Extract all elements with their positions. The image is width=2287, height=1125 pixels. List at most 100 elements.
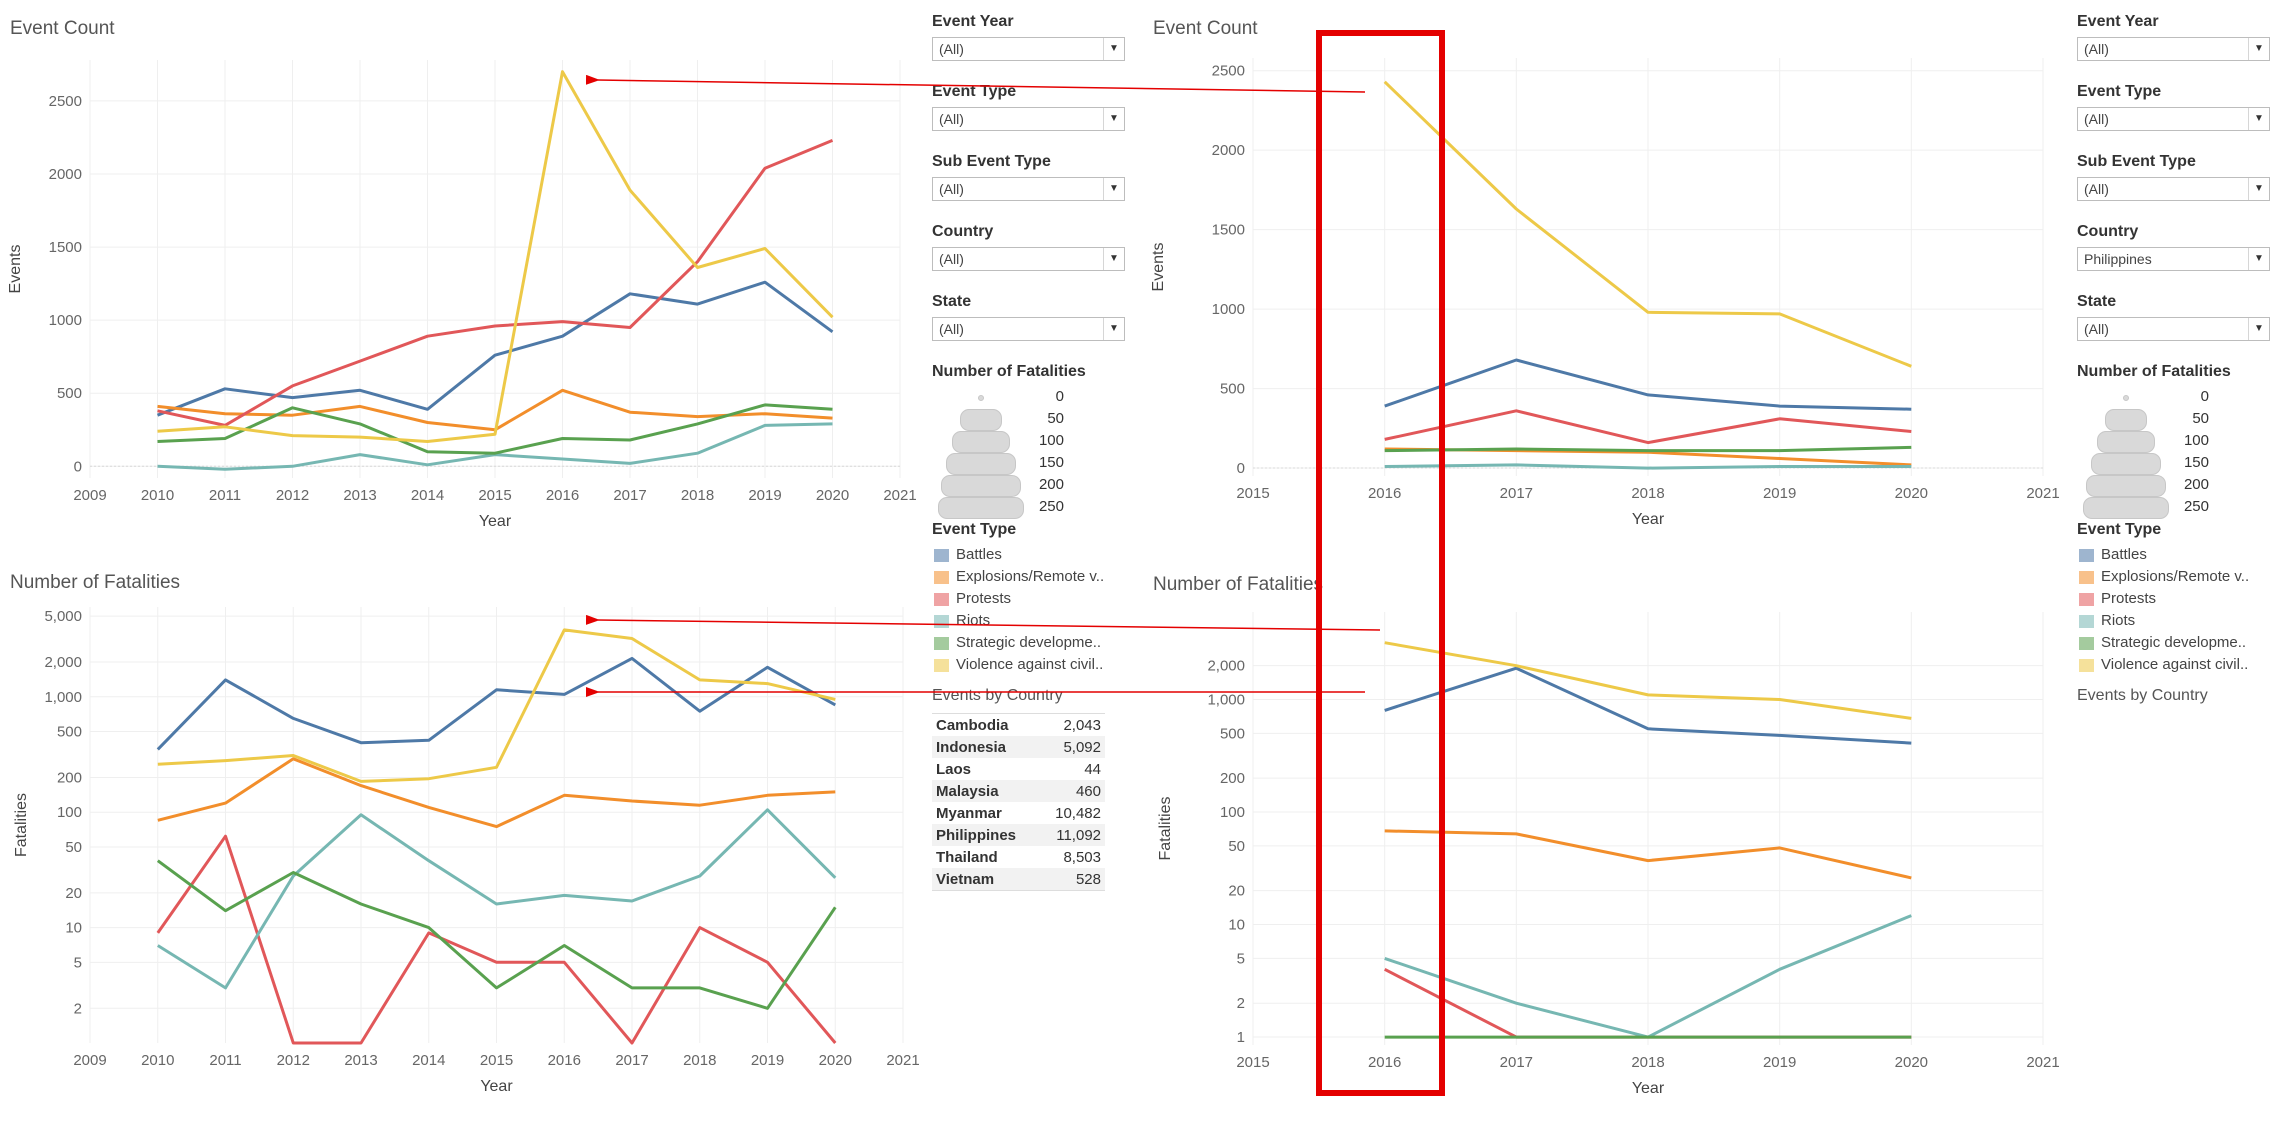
- y-tick-label: 2: [74, 1000, 82, 1017]
- country-event-count: 8,503: [1063, 848, 1101, 866]
- size-legend-value: 50: [1047, 410, 1064, 427]
- legend-item-riots[interactable]: Riots: [2077, 611, 2282, 633]
- filter-value: (All): [2084, 111, 2109, 127]
- filter-dropdown-event-year[interactable]: (All) ▼: [932, 37, 1125, 61]
- series-line-riots[interactable]: [157, 808, 837, 990]
- country-row-laos[interactable]: Laos 44: [932, 758, 1105, 780]
- country-row-indonesia[interactable]: Indonesia 5,092: [932, 736, 1105, 758]
- series-line-violence-against-civil[interactable]: [157, 628, 836, 783]
- legend-item-battles[interactable]: Battles: [932, 545, 1132, 567]
- right-events-chart[interactable]: 0 500 1000 1500 2000 2500 2015 2016 2017 2018 2019…: [1143, 0, 2073, 560]
- series-line-protests[interactable]: [1384, 409, 1912, 445]
- legend-item-explosions-remote-v[interactable]: Explosions/Remote v..: [2077, 567, 2282, 589]
- legend-item-protests[interactable]: Protests: [932, 589, 1132, 611]
- filter-label-sub-event-type: Sub Event Type: [932, 153, 1051, 170]
- country-row-malaysia[interactable]: Malaysia 460: [932, 780, 1105, 802]
- legend-label: Strategic developme..: [956, 634, 1102, 651]
- filter-label-event-type: Event Type: [932, 83, 1017, 100]
- chevron-down-icon[interactable]: ▼: [1103, 318, 1124, 340]
- x-tick-label: 2014: [412, 1052, 445, 1069]
- y-tick-label: 5: [74, 954, 82, 971]
- series-line-protests[interactable]: [156, 834, 837, 1045]
- legend-item-riots[interactable]: Riots: [932, 611, 1132, 633]
- country-row-myanmar[interactable]: Myanmar 10,482: [932, 802, 1105, 824]
- size-legend-value: 200: [2183, 476, 2209, 493]
- filter-value: (All): [939, 41, 964, 57]
- legend-item-strategic-developme[interactable]: Strategic developme..: [932, 633, 1132, 655]
- x-tick-label: 2019: [748, 487, 781, 504]
- filter-dropdown-event-type[interactable]: (All) ▼: [2077, 107, 2270, 131]
- legend-item-protests[interactable]: Protests: [2077, 589, 2282, 611]
- legend-item-explosions-remote-v[interactable]: Explosions/Remote v..: [932, 567, 1132, 589]
- series-line-battles[interactable]: [156, 656, 837, 751]
- chevron-down-icon[interactable]: ▼: [2248, 108, 2269, 130]
- x-tick-label: 2020: [816, 487, 849, 504]
- x-tick-label: 2019: [1763, 1054, 1796, 1071]
- country-row-philippines[interactable]: Philippines 11,092: [932, 824, 1105, 846]
- chevron-down-icon[interactable]: ▼: [1103, 38, 1124, 60]
- filter-dropdown-sub-event-type[interactable]: (All) ▼: [932, 177, 1125, 201]
- chevron-down-icon[interactable]: ▼: [1103, 248, 1124, 270]
- country-event-count: 5,092: [1039, 736, 1105, 758]
- series-line-explosions-remote-v[interactable]: [1384, 829, 1912, 880]
- left-fatalities-chart[interactable]: 2 5 10 20 50 100 200 500 1,000 2,000 5,000 2009 2010…: [0, 560, 930, 1120]
- size-legend-value: 50: [2192, 410, 2209, 427]
- series-line-violence-against-civil[interactable]: [1384, 641, 1912, 720]
- series-line-battles[interactable]: [1384, 358, 1912, 411]
- x-tick-label: 2016: [1368, 485, 1401, 502]
- filter-label-state: State: [2077, 293, 2117, 310]
- legend-item-violence-against-civil[interactable]: Violence against civil..: [2077, 655, 2282, 677]
- filter-dropdown-country[interactable]: (All) ▼: [932, 247, 1125, 271]
- series-line-strategic-developme[interactable]: [1384, 445, 1912, 453]
- filter-dropdown-country[interactable]: Philippines ▼: [2077, 247, 2270, 271]
- country-row-vietnam[interactable]: Vietnam 528: [932, 868, 1105, 891]
- left-events-chart[interactable]: 0 500 1000 1500 2000 2500 2009 2010 2011 2012 2013…: [0, 0, 930, 560]
- filter-dropdown-state[interactable]: (All) ▼: [932, 317, 1125, 341]
- filter-value: (All): [939, 111, 964, 127]
- chevron-down-icon[interactable]: ▼: [1103, 108, 1124, 130]
- size-legend-mark: [946, 453, 1016, 475]
- country-row-thailand[interactable]: Thailand 8,503: [932, 846, 1105, 868]
- legend-item-strategic-developme[interactable]: Strategic developme..: [2077, 633, 2282, 655]
- y-tick-label: 0: [1237, 460, 1245, 477]
- size-legend-mark: [960, 409, 1002, 431]
- x-tick-label: 2010: [141, 1052, 174, 1069]
- filter-dropdown-event-year[interactable]: (All) ▼: [2077, 37, 2270, 61]
- chevron-down-icon[interactable]: ▼: [2248, 318, 2269, 340]
- y-tick-label: 1000: [49, 312, 82, 329]
- series-line-violence-against-civil[interactable]: [157, 70, 834, 443]
- chevron-down-icon[interactable]: ▼: [1103, 178, 1124, 200]
- filter-dropdown-sub-event-type[interactable]: (All) ▼: [2077, 177, 2270, 201]
- series-line-battles[interactable]: [156, 280, 834, 417]
- x-tick-label: 2018: [683, 1052, 716, 1069]
- x-tick-label: 2019: [751, 1052, 784, 1069]
- chevron-down-icon[interactable]: ▼: [2248, 38, 2269, 60]
- legend-item-battles[interactable]: Battles: [2077, 545, 2282, 567]
- filter-dropdown-state[interactable]: (All) ▼: [2077, 317, 2270, 341]
- legend-item-violence-against-civil[interactable]: Violence against civil..: [932, 655, 1132, 677]
- country-name: Laos: [936, 760, 972, 778]
- size-legend-title: Number of Fatalities: [2077, 363, 2231, 380]
- series-line-violence-against-civil[interactable]: [1383, 80, 1912, 368]
- series-line-battles[interactable]: [1384, 666, 1912, 745]
- filter-value: (All): [2084, 41, 2109, 57]
- filter-dropdown-event-type[interactable]: (All) ▼: [932, 107, 1125, 131]
- y-tick-label: 500: [57, 385, 82, 402]
- legend-title: Event Type: [932, 521, 1017, 538]
- x-tick-label: 2021: [2026, 1054, 2059, 1071]
- y-tick-label: 2500: [1212, 63, 1245, 80]
- x-tick-label: 2015: [1236, 1054, 1269, 1071]
- series-line-strategic-developme[interactable]: [157, 403, 833, 455]
- series-line-riots[interactable]: [1384, 463, 1912, 470]
- size-legend: 0 50 100 150 200 250: [2077, 387, 2282, 519]
- y-tick-label: 500: [57, 724, 82, 741]
- chevron-down-icon[interactable]: ▼: [2248, 248, 2269, 270]
- country-row-cambodia[interactable]: Cambodia 2,043: [932, 714, 1105, 737]
- country-event-count: 10,482: [1055, 804, 1101, 822]
- series-line-strategic-developme[interactable]: [156, 859, 837, 1010]
- series-line-explosions-remote-v[interactable]: [157, 757, 836, 829]
- chevron-down-icon[interactable]: ▼: [2248, 178, 2269, 200]
- right-fatalities-chart[interactable]: 1 2 5 10 20 50 100 200 500 1,000 2,000 2015 2016 2017…: [1143, 560, 2073, 1125]
- left-sidebar: Event Year (All) ▼ Event Type (All) ▼ Sub Even…: [932, 13, 1132, 891]
- series-line-protests[interactable]: [157, 139, 834, 427]
